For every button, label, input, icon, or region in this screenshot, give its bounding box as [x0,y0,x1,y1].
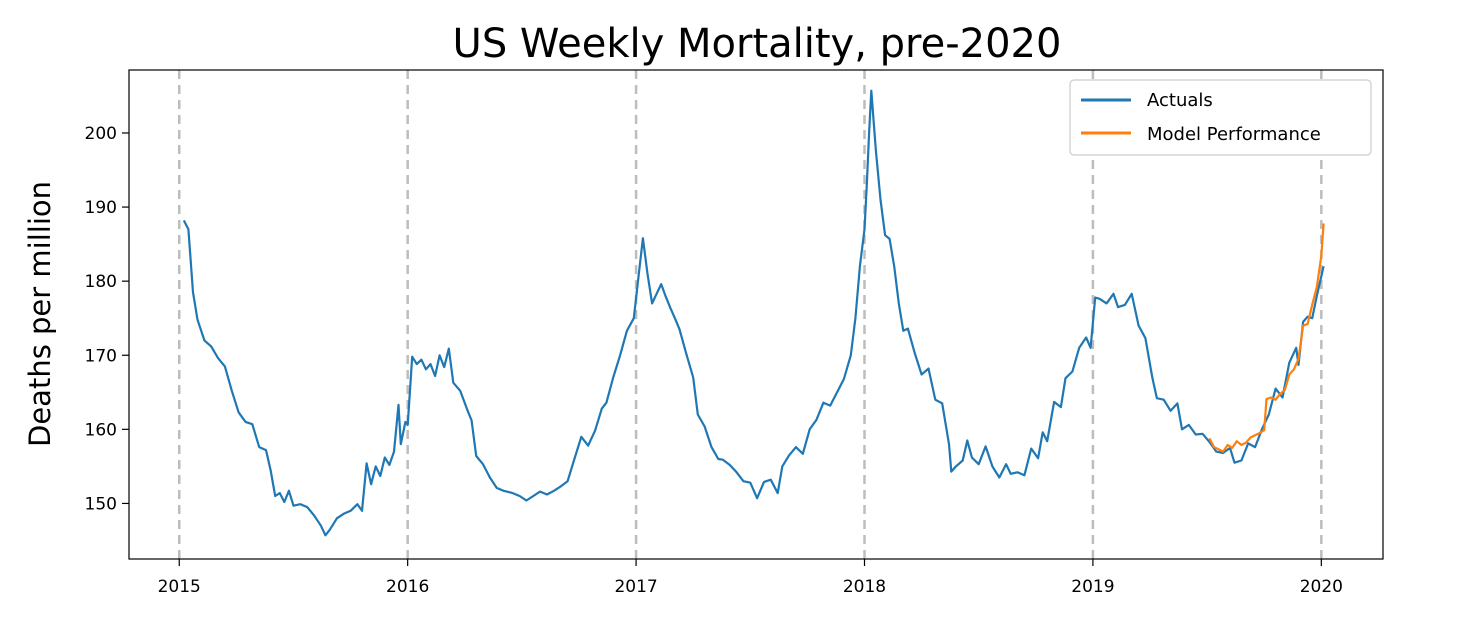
x-tick-label: 2016 [386,577,429,597]
y-tick-label: 180 [85,272,117,292]
legend: Actuals Model Performance [1069,79,1372,156]
legend-frame [1069,79,1372,156]
y-tick-label: 160 [85,420,117,440]
y-tick-label: 200 [85,124,117,144]
y-tick-label: 150 [85,494,117,514]
y-tick-label: 190 [85,198,117,218]
series-line-model-performance [1208,223,1325,453]
legend-label-model-performance: Model Performance [1147,124,1321,145]
x-tick-label: 2019 [1071,577,1114,597]
y-axis-ticks: 150 160 170 180 190 200 [85,124,129,514]
series-line-actuals [182,89,1325,537]
x-tick-label: 2015 [158,577,201,597]
x-tick-label: 2020 [1300,577,1343,597]
plot-frame [128,69,1384,560]
x-tick-label: 2018 [843,577,886,597]
chart-title: US Weekly Mortality, pre-2020 [453,21,1062,67]
series-lines [182,89,1325,537]
x-tick-label: 2017 [614,577,657,597]
y-tick-label: 170 [85,346,117,366]
x-axis-ticks: 2015 2016 2017 2018 2019 2020 [158,559,1343,597]
y-axis-label: Deaths per million [23,181,57,447]
legend-label-actuals: Actuals [1147,90,1213,111]
